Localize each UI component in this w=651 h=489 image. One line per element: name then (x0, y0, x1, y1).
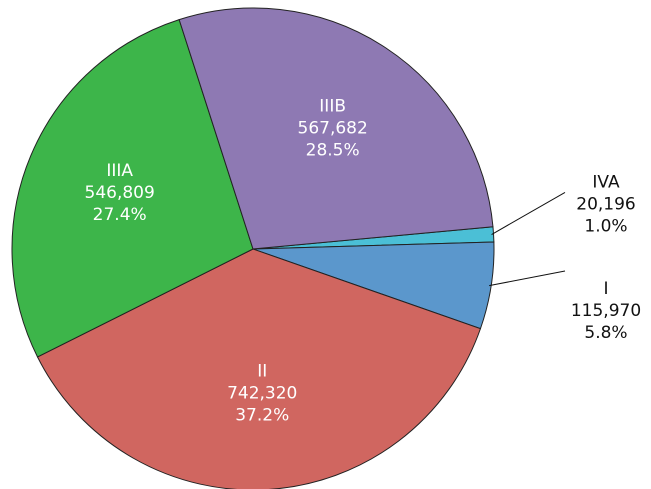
slice-category: II (257, 361, 267, 381)
pie-slice (36, 248, 482, 489)
slice-value: 546,809 (85, 183, 155, 203)
leader-line (491, 191, 566, 235)
slice-category: IIIA (106, 161, 133, 181)
slice-percent: 37.2% (235, 405, 289, 425)
slice-value: 742,320 (227, 383, 297, 403)
slice-category: I (603, 279, 608, 299)
slice-value: 115,970 (571, 301, 641, 321)
pie-slice (11, 18, 254, 358)
slice-category: IVA (592, 172, 620, 192)
pie-slice (178, 7, 494, 250)
slice-value: 567,682 (298, 118, 368, 138)
slice-percent: 27.4% (93, 205, 147, 225)
slice-value: 20,196 (576, 194, 635, 214)
slice-category: IIIB (319, 96, 346, 116)
slice-percent: 5.8% (584, 323, 627, 343)
slice-percent: 28.5% (306, 140, 360, 160)
slice-percent: 1.0% (584, 216, 627, 236)
leader-line (489, 270, 566, 287)
